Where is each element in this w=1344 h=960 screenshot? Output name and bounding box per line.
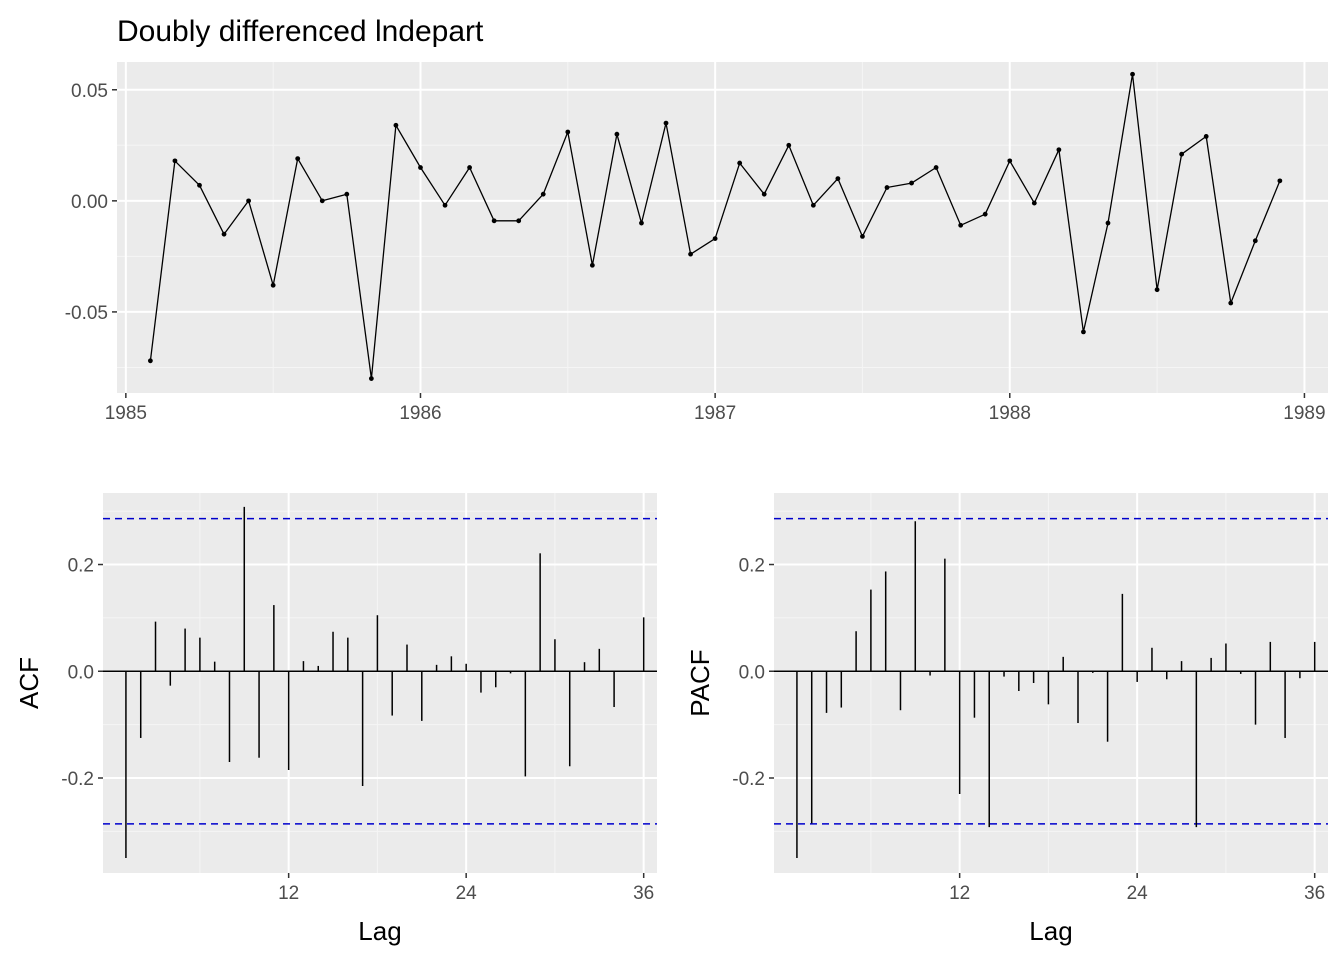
y-tick-label: 0.00 [71, 192, 108, 213]
data-point [663, 120, 669, 126]
data-point [1007, 158, 1013, 164]
data-point [319, 198, 325, 204]
data-point [172, 158, 178, 164]
data-point [1056, 147, 1062, 153]
x-tick-label: 24 [456, 883, 478, 904]
data-point [147, 358, 153, 364]
chart-title: Doubly differenced lndepart [117, 15, 484, 48]
data-point [688, 251, 693, 257]
y-tick-label: 0.0 [68, 662, 94, 683]
data-point [344, 191, 350, 197]
y-tick-label: -0.05 [65, 303, 108, 324]
y-tick-label: 0.0 [739, 662, 765, 683]
gridlines [103, 493, 657, 873]
data-point [270, 282, 276, 288]
data-point [761, 191, 767, 197]
x-tick-label: 1989 [1283, 403, 1325, 424]
data-point [712, 236, 718, 242]
x-tick-label: 1988 [989, 403, 1031, 424]
data-point [933, 165, 939, 170]
x-tick-label: 1985 [105, 403, 147, 424]
y-tick-label: 0.05 [71, 81, 108, 102]
x-tick-label: 1986 [399, 403, 441, 424]
data-point [295, 156, 301, 162]
data-point [835, 176, 841, 182]
acf-plot: 12 24 36 -0.2 0.0 0.2 Lag ACF [14, 493, 657, 946]
data-point [491, 218, 497, 224]
y-tick-label: 0.2 [68, 556, 94, 577]
data-point [639, 220, 644, 226]
data-point [909, 180, 914, 186]
data-point [860, 233, 865, 239]
data-point [1105, 220, 1111, 226]
x-tick-label: 24 [1127, 883, 1149, 904]
data-point [1228, 300, 1234, 306]
data-point [884, 185, 890, 190]
data-point [589, 262, 595, 268]
y-axis-title: ACF [14, 657, 44, 709]
y-tick-label: 0.2 [739, 556, 765, 577]
data-point [1081, 329, 1086, 335]
data-point [540, 191, 546, 197]
data-point [614, 131, 620, 137]
data-point [442, 202, 448, 208]
data-point [1203, 134, 1209, 139]
x-tick-label: 1987 [694, 403, 736, 424]
data-point [221, 231, 227, 237]
data-point [467, 165, 472, 170]
panel-background [103, 493, 657, 873]
time-series-plot: 1985 1986 1987 1988 1989 -0.05 0.00 0.05 Doubly … [65, 15, 1328, 424]
data-point [565, 129, 571, 135]
data-point [1179, 151, 1185, 157]
data-point [958, 222, 964, 228]
data-point [246, 198, 251, 204]
y-tick-label: -0.2 [61, 769, 94, 790]
data-point [1130, 71, 1135, 77]
y-tick-label: -0.2 [732, 769, 765, 790]
x-axis-title: Lag [1029, 916, 1072, 946]
x-tick-label: 36 [633, 883, 654, 904]
x-tick-label: 12 [278, 883, 299, 904]
gridlines [117, 62, 1328, 393]
x-tick-label: 12 [949, 883, 970, 904]
data-point [982, 211, 988, 217]
data-point [737, 160, 743, 166]
x-tick-label: 36 [1304, 883, 1325, 904]
pacf-plot: 12 24 36 -0.2 0.0 0.2 Lag PACF [685, 493, 1328, 946]
data-point [418, 165, 423, 170]
panel-background [774, 493, 1328, 873]
x-axis-title: Lag [358, 916, 401, 946]
data-point [1031, 200, 1037, 206]
data-point [810, 202, 816, 208]
data-point [197, 182, 202, 188]
data-point [368, 376, 374, 381]
data-point [1277, 178, 1283, 184]
data-point [516, 218, 522, 224]
data-point [786, 142, 792, 148]
y-axis-title: PACF [685, 649, 715, 716]
data-point [1154, 287, 1160, 293]
panel-background [117, 62, 1328, 393]
data-point [1252, 238, 1258, 244]
data-point [393, 122, 399, 128]
